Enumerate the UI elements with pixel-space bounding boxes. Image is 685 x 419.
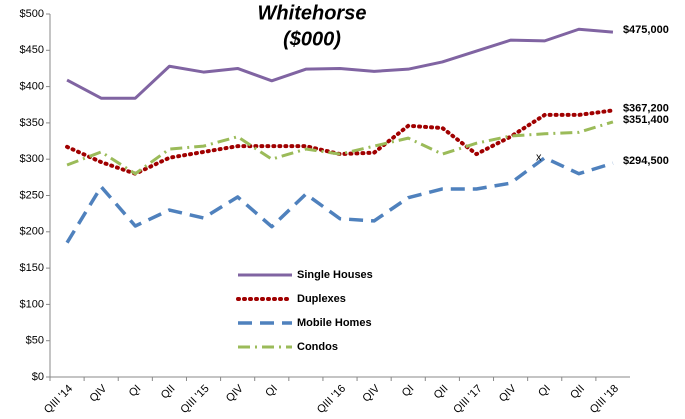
y-tick-label: $50 xyxy=(26,335,44,347)
data-label: $351,400 xyxy=(623,114,669,126)
legend-label: Mobile Homes xyxy=(297,317,372,329)
x-tick-label: QI xyxy=(127,383,144,400)
x-tick-label: QIII '16 xyxy=(315,383,348,416)
legend-label: Single Houses xyxy=(297,269,373,281)
x-tick-label: QI xyxy=(400,383,417,400)
x-tick-label: QIII '18 xyxy=(588,383,621,416)
x-tick-label: QIV xyxy=(497,382,519,404)
y-tick-label: $450 xyxy=(20,44,44,56)
x-tick-label: QIII '14 xyxy=(42,383,75,416)
x-tick-label: QI xyxy=(263,383,280,400)
y-tick-label: $150 xyxy=(20,262,44,274)
data-label: $475,000 xyxy=(623,24,669,36)
data-label: $294,500 xyxy=(623,155,669,167)
chart-subtitle: ($000) xyxy=(283,28,341,50)
legend-label: Condos xyxy=(297,341,338,353)
chart-title: Whitehorse xyxy=(258,2,367,24)
series-line xyxy=(65,108,615,176)
x-tick-label: QII xyxy=(432,383,451,402)
x-tick-label: QII xyxy=(159,383,178,402)
x-tick-label: QII xyxy=(568,383,587,402)
x-tick-label: QIV xyxy=(360,382,382,404)
data-label: $367,200 xyxy=(623,102,669,114)
series-line xyxy=(65,155,614,244)
y-tick-label: $100 xyxy=(20,298,44,310)
y-tick-label: $350 xyxy=(20,117,44,129)
y-tick-label: $200 xyxy=(20,226,44,238)
x-tick-label: QIV xyxy=(87,382,109,404)
legend-label: Duplexes xyxy=(297,293,346,305)
y-tick-label: $400 xyxy=(20,81,44,93)
y-tick-label: $500 xyxy=(20,8,44,20)
x-tick-label: QIV xyxy=(224,382,246,404)
series-line xyxy=(66,120,614,176)
series-line xyxy=(66,27,614,100)
y-tick-label: $300 xyxy=(20,153,44,165)
annotation: x xyxy=(536,152,542,164)
x-tick-label: QIII '17 xyxy=(451,383,484,416)
y-tick-label: $0 xyxy=(32,371,44,383)
y-tick-label: $250 xyxy=(20,189,44,201)
x-tick-label: QIII '15 xyxy=(178,383,211,416)
x-tick-label: QI xyxy=(536,383,553,400)
